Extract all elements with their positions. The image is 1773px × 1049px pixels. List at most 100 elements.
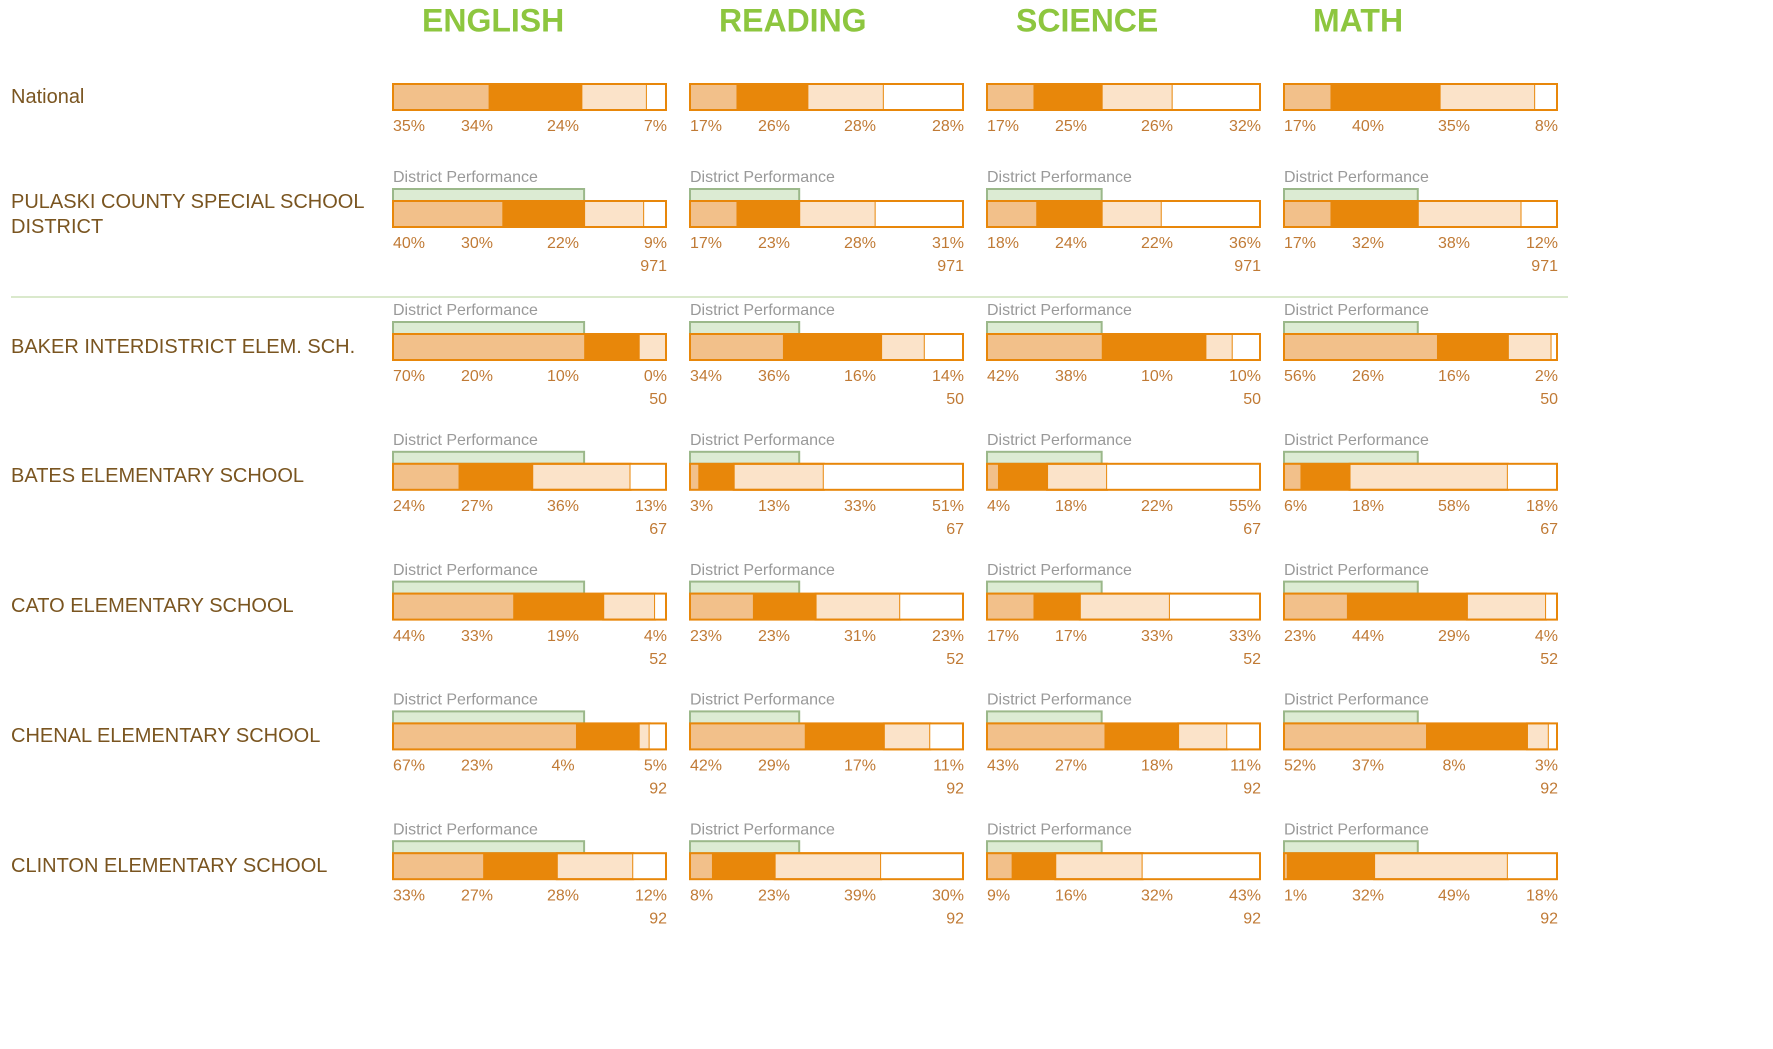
- segment: [997, 463, 1048, 490]
- bar-outline: [689, 83, 964, 111]
- district-label: District Performance: [1284, 692, 1429, 709]
- count: 92: [649, 781, 667, 798]
- bar-outline: [689, 722, 964, 751]
- district-bar: [1283, 188, 1419, 202]
- bar-outline: [689, 852, 964, 881]
- segment: [1284, 334, 1437, 360]
- district-label: District Performance: [690, 692, 835, 709]
- count: 67: [1540, 521, 1558, 538]
- value-label: 34%: [690, 368, 722, 385]
- value-label: 18%: [1526, 887, 1558, 904]
- value-label: 13%: [758, 498, 790, 515]
- segment: [1551, 334, 1557, 360]
- segment: [1286, 853, 1375, 880]
- value-label: 38%: [1055, 368, 1087, 385]
- value-label: 4%: [644, 628, 667, 645]
- value-label: 18%: [1141, 758, 1173, 775]
- value-label: 11%: [1230, 758, 1261, 775]
- segment: [1204, 333, 1234, 361]
- segment: [584, 334, 639, 360]
- segment: [1548, 723, 1557, 750]
- segment: [804, 723, 884, 750]
- district-label: District Performance: [987, 821, 1132, 838]
- district-label: District Performance: [987, 432, 1132, 449]
- value-label: 6%: [1284, 498, 1307, 515]
- district-bar: [392, 321, 586, 335]
- value-label: 17%: [1284, 235, 1316, 252]
- subject-heading: SCIENCE: [1016, 2, 1158, 38]
- value-label: 23%: [758, 235, 790, 252]
- segment: [1142, 853, 1260, 880]
- value-label: 33%: [461, 628, 493, 645]
- value-label: 12%: [1526, 235, 1558, 252]
- segment: [690, 84, 737, 110]
- segment: [987, 84, 1034, 110]
- bar-outline: [689, 592, 964, 621]
- value-label: 43%: [987, 758, 1019, 775]
- segment: [637, 333, 668, 361]
- district-bar: [986, 710, 1103, 725]
- subject-heading: ENGLISH: [422, 2, 564, 38]
- segment: [583, 200, 646, 228]
- value-label: 16%: [1438, 368, 1470, 385]
- segment: [1506, 333, 1553, 361]
- value-label: 37%: [1352, 758, 1384, 775]
- segment: [393, 593, 514, 620]
- value-label: 43%: [1229, 887, 1261, 904]
- segment: [393, 334, 585, 360]
- value-label: 24%: [393, 498, 425, 515]
- district-label: District Performance: [1284, 302, 1429, 319]
- value-label: 0%: [644, 368, 667, 385]
- segment: [1425, 723, 1527, 750]
- district-bar: [1283, 321, 1419, 335]
- value-label: 30%: [932, 887, 964, 904]
- segment: [1348, 462, 1509, 491]
- count: 50: [946, 391, 964, 408]
- bar-outline: [392, 462, 667, 491]
- value-label: 7%: [644, 118, 667, 135]
- segment: [531, 462, 632, 491]
- value-label: 9%: [644, 235, 667, 252]
- row-name: PULASKI COUNTY SPECIAL SCHOOL DISTRICT: [11, 190, 364, 238]
- value-label: 33%: [1229, 628, 1261, 645]
- segment: [930, 723, 961, 750]
- value-label: 26%: [1141, 118, 1173, 135]
- value-label: 31%: [932, 235, 964, 252]
- district-label: District Performance: [1284, 169, 1429, 186]
- district-label: District Performance: [393, 169, 538, 186]
- segment: [782, 334, 882, 360]
- value-label: 2%: [1535, 368, 1558, 385]
- bar-outline: [986, 592, 1261, 621]
- value-label: 36%: [1229, 235, 1261, 252]
- bar-outline: [392, 83, 667, 111]
- segment: [1107, 463, 1258, 490]
- segment: [502, 201, 585, 227]
- value-label: 11%: [933, 758, 964, 775]
- value-label: 23%: [461, 758, 493, 775]
- count: 92: [946, 910, 964, 927]
- segment: [393, 723, 576, 750]
- segment: [1284, 853, 1287, 880]
- value-label: 19%: [547, 628, 579, 645]
- segment: [690, 201, 737, 227]
- value-label: 17%: [1284, 118, 1316, 135]
- segment: [393, 853, 484, 880]
- segment: [655, 593, 666, 620]
- segment: [488, 84, 582, 110]
- bar-outline: [986, 722, 1261, 751]
- segment: [900, 593, 963, 620]
- count: 92: [649, 910, 667, 927]
- value-label: 25%: [1055, 118, 1087, 135]
- district-bar: [1283, 840, 1419, 855]
- count: 92: [1243, 910, 1261, 927]
- value-label: 42%: [987, 368, 1019, 385]
- value-label: 38%: [1438, 235, 1470, 252]
- segment: [1046, 462, 1109, 491]
- segment: [823, 463, 963, 490]
- district-bar: [689, 840, 801, 855]
- value-label: 35%: [1438, 118, 1470, 135]
- district-label: District Performance: [690, 821, 835, 838]
- value-label: 67%: [393, 758, 425, 775]
- value-label: 39%: [844, 887, 876, 904]
- segment: [698, 463, 734, 490]
